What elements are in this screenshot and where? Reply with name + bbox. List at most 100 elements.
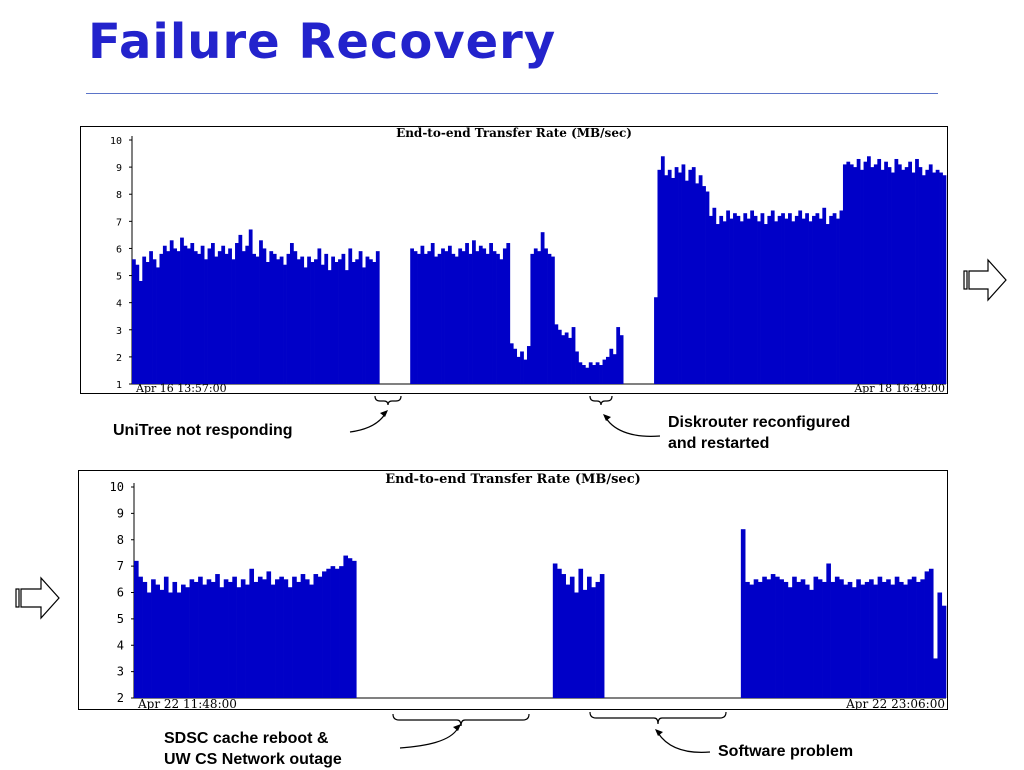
chart-1-bar <box>729 218 734 384</box>
chart-1-bar <box>344 270 349 384</box>
chart-1-title: End-to-end Transfer Rate (MB/sec) <box>396 126 632 140</box>
chart-1-bar <box>877 158 882 384</box>
chart-1-bar <box>808 221 813 384</box>
chart-1-svg: End-to-end Transfer Rate (MB/sec) 1 2 3 4 5 6 7… <box>80 126 948 394</box>
chart-2-bar <box>138 576 143 698</box>
chart-2-bar <box>146 592 152 698</box>
chart-1-bar <box>358 251 363 384</box>
chart-2-bar <box>933 658 938 698</box>
annotation-diskrouter: Diskrouter reconfigured and restarted <box>668 412 850 454</box>
chart-1-bar <box>283 264 287 384</box>
chart-2-bar <box>826 563 831 698</box>
chart-2-bar <box>582 589 588 698</box>
right-arrow-icon <box>963 258 1007 302</box>
continue-arrow-right <box>963 258 1007 302</box>
chart-1-bar <box>712 207 717 384</box>
chart-1-bar <box>880 169 885 384</box>
brace-diskrouter <box>589 395 613 406</box>
chart-1-bar <box>739 221 744 384</box>
chart-2-bar <box>574 592 579 698</box>
chart-2-bar <box>911 576 917 698</box>
chart-1-bar <box>705 191 710 384</box>
annotation-sdsc-line2: UW CS Network outage <box>164 751 342 768</box>
chart-2-bar <box>557 568 562 698</box>
pointer-head-unitree <box>380 410 388 417</box>
chart-1-bar <box>616 327 621 384</box>
chart-1-bar <box>169 240 174 384</box>
chart-1-bar <box>832 213 837 384</box>
chart-1-bar <box>368 259 373 384</box>
chart-2-bar <box>330 566 336 699</box>
chart-2-bar <box>223 579 229 698</box>
chart-1-bar <box>228 248 232 384</box>
chart-1-bar <box>441 248 445 384</box>
chart-2-bar <box>262 579 267 698</box>
pointer-sdsc <box>399 727 459 749</box>
chart-1-bar <box>702 186 706 384</box>
chart-1-bar <box>489 243 493 384</box>
chart-1-bar <box>781 213 785 384</box>
chart-2-bar <box>283 579 289 698</box>
chart-1-y-tick-label: 7 <box>116 217 122 228</box>
chart-1-bar <box>822 207 827 384</box>
chart-2-svg: End-to-end Transfer Rate (MB/sec) 2 3 4 5 6 7 8… <box>78 470 948 710</box>
chart-1-bar <box>245 245 250 384</box>
chart-1-bar <box>726 210 730 384</box>
chart-2-bar <box>916 581 921 698</box>
chart-1-bar <box>674 167 679 384</box>
chart-1-bar <box>173 248 177 384</box>
chart-1-y-tick-label: 4 <box>116 299 122 310</box>
chart-2-bar <box>753 579 759 698</box>
chart-1-bar <box>372 262 377 384</box>
pointer-unitree <box>349 413 386 433</box>
transfer-rate-chart-2: End-to-end Transfer Rate (MB/sec) 2 3 4 5 6 7 8… <box>78 470 948 710</box>
chart-1-x-end-label: Apr 18 16:49:00 <box>853 382 945 394</box>
chart-1-bar <box>743 213 748 384</box>
chart-1-bar <box>746 218 751 384</box>
chart-1-bar <box>915 158 919 384</box>
chart-1-bar <box>767 215 772 384</box>
chart-1-bar <box>770 210 775 384</box>
chart-1-bar <box>660 156 665 384</box>
chart-2-bar <box>792 576 797 698</box>
chart-1-bar <box>142 256 147 384</box>
chart-1-bar <box>279 256 284 384</box>
chart-1-bar <box>667 169 672 384</box>
chart-1-bar <box>238 234 243 384</box>
chart-1-bar <box>860 169 864 384</box>
chart-1-bar <box>193 251 198 384</box>
chart-1-bar <box>671 177 676 384</box>
chart-1-bar <box>801 218 806 384</box>
chart-2-bar <box>873 584 878 698</box>
chart-1-bar <box>269 251 274 384</box>
chart-1-y-tick-label: 9 <box>116 163 122 174</box>
chart-1-bar <box>265 262 270 384</box>
chart-1-bar <box>842 164 847 384</box>
chart-1-bar <box>437 253 442 384</box>
chart-1-bar <box>547 253 552 384</box>
annotation-unitree: UniTree not responding <box>113 422 293 439</box>
chart-1-bar <box>928 164 933 384</box>
chart-1-bar <box>513 348 518 384</box>
chart-1-bar <box>887 167 892 384</box>
chart-1-bar <box>825 224 830 384</box>
right-arrow-icon <box>15 576 60 620</box>
chart-1-bar <box>224 253 229 384</box>
chart-2-bar <box>317 576 323 698</box>
chart-1-bar <box>499 259 504 384</box>
chart-2-bar <box>151 579 156 698</box>
chart-1-bar <box>894 158 899 384</box>
chart-1-bar <box>585 367 590 384</box>
brace-sdsc <box>392 713 530 727</box>
annotation-diskrouter-line1: Diskrouter reconfigured <box>668 414 851 431</box>
chart-1-bar <box>307 256 311 384</box>
chart-2-bar <box>304 579 310 698</box>
chart-1-bar <box>255 256 260 384</box>
chart-2-bar <box>860 584 866 698</box>
chart-1-bar <box>207 248 212 384</box>
chart-2-bar <box>228 581 233 698</box>
chart-2-bar <box>300 574 306 698</box>
chart-1-bar <box>310 262 315 384</box>
chart-2-bar <box>181 584 186 698</box>
chart-1-bar <box>544 248 548 384</box>
